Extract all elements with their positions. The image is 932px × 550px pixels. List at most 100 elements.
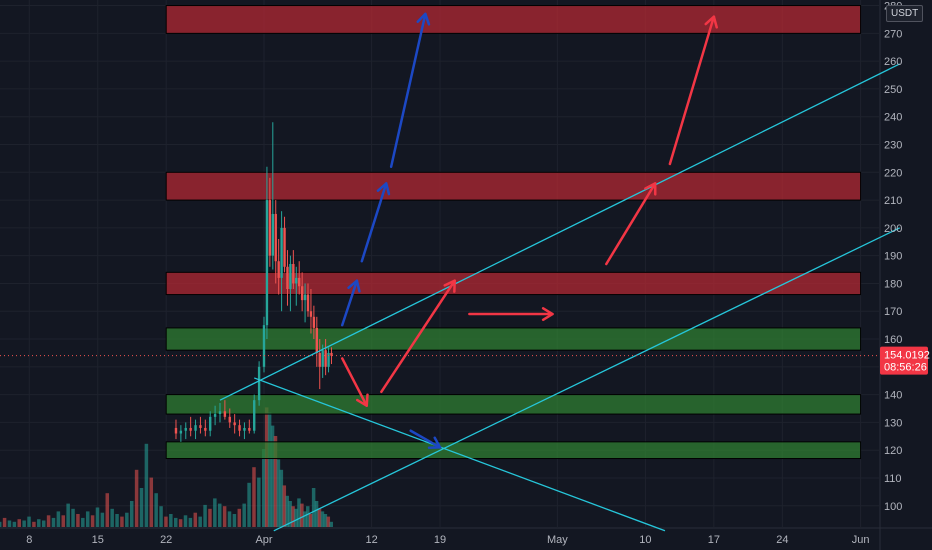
candle-body [295,278,297,284]
x-tick-label: May [547,534,568,546]
y-tick-label: 230 [884,140,902,152]
volume-bar [179,519,183,527]
candle-body [253,400,255,431]
currency-badge[interactable]: USDT [886,5,923,22]
candle-body [248,428,250,431]
candle-body [175,428,177,434]
volume-bar [174,518,178,527]
volume-bar [194,513,198,527]
candle-body [238,425,240,431]
x-tick-label: 8 [26,534,32,546]
volume-bar [110,509,114,527]
volume-bar [120,517,124,527]
volume-bar [27,517,31,527]
x-tick-label: 15 [92,534,104,546]
volume-bar [115,514,119,527]
volume-bar [47,515,51,527]
candle-body [277,261,279,278]
volume-bar [71,509,75,527]
volume-bar [257,478,261,527]
volume-bar [18,519,22,527]
volume-bar [145,444,149,527]
volume-bar [62,515,65,527]
candle-body [310,311,312,317]
candle-body [304,295,306,301]
volume-bar [140,488,144,527]
candle-body [224,411,226,417]
x-tick-label: 10 [639,534,651,546]
volume-bar [101,513,105,527]
volume-bar [223,506,227,527]
y-tick-label: 170 [884,306,902,318]
y-tick-label: 190 [884,251,902,263]
volume-bar [81,518,85,527]
y-tick-label: 100 [884,501,902,513]
candle-body [269,200,271,256]
candle-countdown: 08:56:26 [884,362,927,374]
candle-body [229,417,231,423]
y-tick-label: 140 [884,390,902,402]
candle-body [316,328,318,353]
volume-bar [3,518,7,527]
volume-bar [159,506,163,527]
x-tick-label: 24 [776,534,788,546]
x-tick-label: 22 [160,534,172,546]
volume-bar [106,493,110,527]
volume-bar [125,513,129,527]
volume-bar [228,511,232,527]
support-zone [166,395,860,414]
candle-body [243,428,245,431]
candle-body [280,228,282,278]
candle-body [321,350,323,367]
time-axis[interactable]: 81522Apr1219May101724Jun14 [26,534,932,546]
volume-bar [218,504,222,527]
resistance-zone [166,6,860,34]
volume-bar [22,521,26,528]
volume-bar [203,505,207,527]
volume-bar [52,518,56,527]
volume-bar [42,521,46,528]
volume-bar [32,522,36,527]
volume-bar [91,515,95,527]
current-price-value: 154.0192 [884,350,930,362]
volume-bar [233,514,237,527]
x-tick-label: 19 [434,534,446,546]
candle-body [272,214,274,256]
x-tick-label: 12 [365,534,377,546]
candle-body [313,317,315,328]
y-tick-label: 210 [884,195,902,207]
volume-bar [252,467,256,527]
volume-bar [13,522,17,527]
volume-bar [57,511,61,527]
volume-bar [86,511,90,527]
current-price-label: 154.0192 08:56:26 [880,347,930,375]
volume-bar [96,508,100,528]
price-axis[interactable]: 1001101201301401501601701801902002102202… [884,1,902,513]
y-tick-label: 110 [884,473,902,485]
resistance-zone [166,272,860,294]
candle-body [233,422,235,425]
x-tick-label: Jun [852,534,870,546]
y-tick-label: 220 [884,167,902,179]
candle-body [263,325,265,367]
volume-bar [130,501,134,527]
candle-body [286,267,288,289]
candle-body [275,214,277,261]
support-zone [166,328,860,350]
volume-bar [238,509,242,527]
volume-bar [154,493,158,527]
volume-bar [184,515,188,527]
volume-bar [329,522,333,527]
candle-body [180,431,182,434]
y-tick-label: 130 [884,417,902,429]
volume-bar [0,522,1,527]
y-tick-label: 270 [884,28,902,40]
candle-body [258,367,260,400]
volume-bar [208,509,212,527]
candle-body [298,278,300,286]
candle-body [185,428,187,431]
volume-bar [150,478,154,527]
candle-body [194,425,196,431]
y-tick-label: 180 [884,278,902,290]
